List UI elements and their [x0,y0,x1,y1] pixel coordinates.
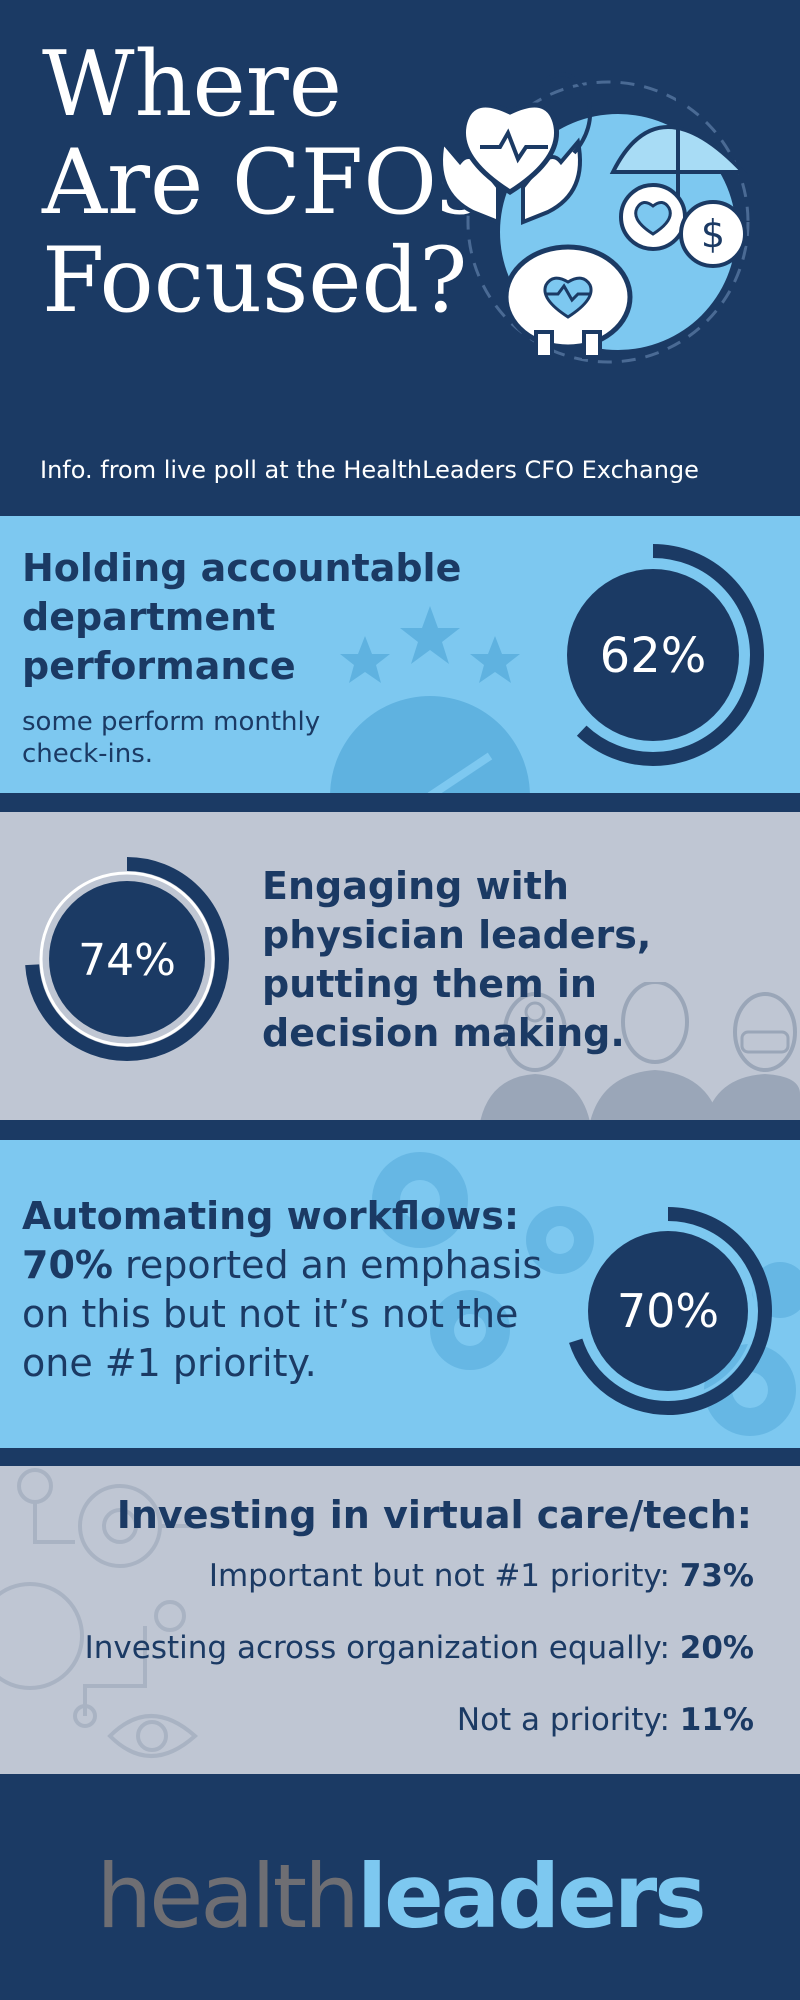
section-heading: Automating workflows: [22,1194,520,1238]
section-paragraph: Automating workflows: 70% reported an em… [22,1192,582,1388]
heart-bubble-icon [619,183,687,251]
stat-line: Important but not #1 priority: 73% [209,1558,754,1594]
ring-inner-line [39,871,215,1047]
ring-percent-label: 74% [78,935,176,986]
section-text: reported an emphasis on this but not it’… [22,1243,543,1385]
svg-text:$: $ [701,212,725,256]
ring-inner-disc [49,881,205,1037]
percent-ring: 74% [25,857,229,1061]
stat-value: 11% [679,1702,754,1738]
stat-value: 20% [679,1630,754,1666]
ring-inner-disc [567,569,739,741]
percent-ring: 62% [542,544,764,766]
stat-line: Investing across organization equally: 2… [85,1630,754,1666]
page-title: Where Are CFOs Focused? [42,32,484,333]
footer: healthleaders [0,1774,800,2000]
dollar-coin-icon: $ [679,200,747,268]
section-physician-leaders: 74% Engaging with physician leaders, put… [0,812,800,1120]
stat-line: Not a priority: 11% [457,1702,754,1738]
healthcare-finance-illustration: $ [439,72,750,364]
piggy-bank-icon [503,244,633,359]
physicians-group-icon [480,982,800,1120]
stat-label: Not a priority: [456,1702,680,1738]
ring-inner-disc [588,1231,748,1391]
section-note: some perform monthly check-ins. [22,707,321,769]
ring-progress-arc [542,544,764,766]
ring-progress-arc [564,1207,772,1415]
logo-part-leaders: leaders [356,1845,707,1948]
gears-icon [372,1152,800,1436]
tech-network-icon [0,1468,200,1758]
stat-label: Investing across organization equally: [84,1630,680,1666]
heart-hands-icon [439,72,593,225]
section-virtual-care-tech: Investing in virtual care/tech: Importan… [0,1466,800,1774]
stat-value: 73% [679,1558,754,1594]
ring-progress-arc [25,857,229,1061]
section-automating-workflows: Automating workflows: 70% reported an em… [0,1140,800,1448]
dashed-orbit [466,80,750,364]
ring-inner-line [557,559,749,751]
section-highlight: 70% [22,1243,113,1287]
section-heading: Engaging with physician leaders, putting… [262,864,652,1055]
performance-gauge-icon [330,606,530,793]
page-subtitle: Info. from live poll at the HealthLeader… [40,456,699,484]
ring-percent-label: 62% [600,628,707,684]
ring-inner-line [578,1221,758,1401]
stat-label: Important but not #1 priority: [208,1558,680,1594]
healthleaders-logo: healthleaders [0,1852,800,1942]
header: Where Are CFOs Focused? Info. from live … [0,0,800,516]
ring-percent-label: 70% [617,1284,719,1338]
percent-ring: 70% [564,1207,772,1415]
section-heading: Holding accountable department performan… [22,546,462,688]
logo-part-health: health [96,1845,360,1948]
section-heading: Investing in virtual care/tech: [116,1493,752,1537]
section-department-performance: Holding accountable department performan… [0,516,800,793]
